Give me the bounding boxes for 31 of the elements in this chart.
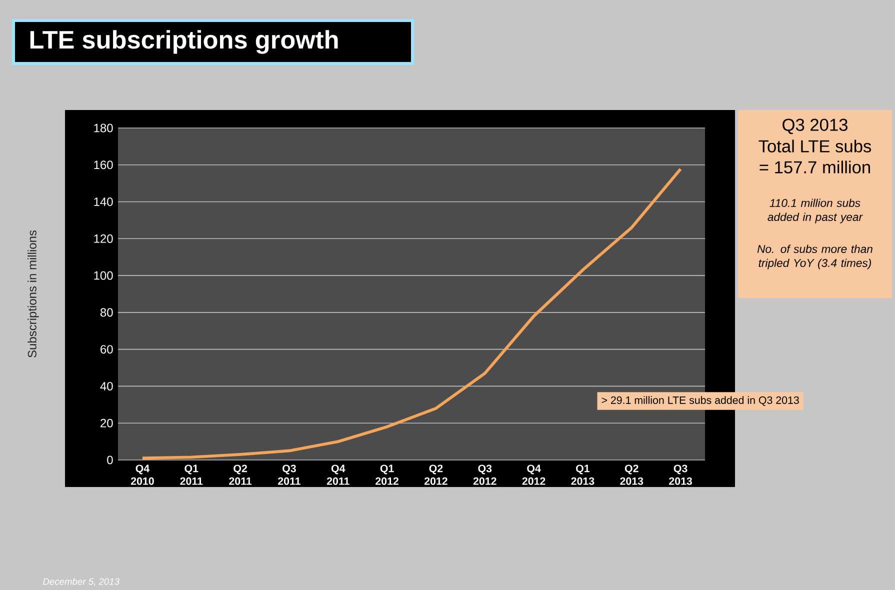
y-tick-label: 60: [100, 344, 113, 354]
y-tick-label: 160: [94, 160, 113, 169]
x-tick-label: Q4 2011: [326, 464, 350, 485]
text: December 5, 2013: [43, 578, 120, 586]
y-tick-label: 40: [100, 382, 113, 390]
y-tick-label: 140: [94, 197, 113, 206]
x-tick-label: Q1 2011: [180, 464, 203, 485]
text: Total LTE subs: [758, 139, 872, 152]
x-tick-label: Q4 2012: [522, 464, 546, 485]
x-tick-label: Q1 2012: [376, 464, 398, 485]
x-tick-label: Q4 2010: [130, 464, 154, 485]
y-tick-label: 120: [94, 234, 113, 243]
y-axis-title: Subscriptions in millions: [28, 230, 39, 358]
y-tick-label: 0: [107, 456, 113, 464]
text: No. of subs more than tripled YoY (3.4 times): [757, 244, 872, 270]
y-tick-label: 20: [100, 418, 113, 428]
x-tick-label: Q2 2013: [620, 464, 644, 485]
x-tick-label: Q2 2011: [229, 464, 252, 485]
y-tick-label: 80: [100, 308, 113, 316]
y-tick-label: 180: [94, 124, 113, 132]
x-tick-label: Q3 2011: [278, 464, 300, 485]
x-tick-label: Q3 2012: [473, 464, 496, 485]
annotation: > 29.1 million LTE subs added in Q3 2013: [602, 396, 799, 406]
x-tick-label: Q2 2012: [424, 464, 448, 485]
y-tick-label: 100: [94, 271, 113, 280]
text: = 157.7 million: [760, 160, 870, 174]
chart-title: LTE subscriptions growth: [30, 30, 338, 54]
x-tick-label: Q1 2013: [571, 464, 594, 485]
text: Q3 2013: [782, 118, 848, 134]
text: 110.1 million subs added in past year: [768, 198, 863, 224]
x-tick-label: Q3 2013: [669, 464, 692, 485]
